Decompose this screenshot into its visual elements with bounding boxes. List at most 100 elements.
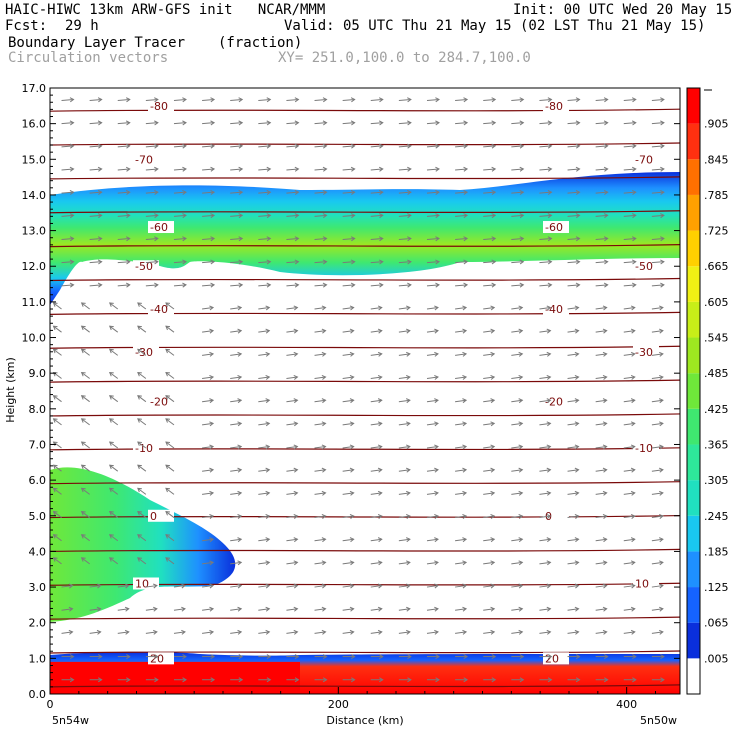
circulation-vector	[623, 122, 636, 125]
circulation-vector	[455, 561, 467, 565]
circulation-vector	[595, 608, 607, 611]
circulation-vector	[61, 191, 74, 194]
vector-head	[154, 213, 159, 219]
contour-line	[50, 311, 680, 315]
vector-head	[546, 351, 552, 357]
vector-head	[630, 374, 636, 380]
vector-head	[547, 259, 553, 265]
vector-head	[294, 282, 300, 288]
circulation-vector	[258, 98, 271, 101]
vector-head	[238, 213, 244, 219]
circulation-vector	[230, 561, 242, 565]
colorbar-label: .785	[704, 189, 729, 202]
vector-head	[209, 537, 215, 543]
circulation-vector	[89, 98, 102, 101]
colorbar-label: .305	[704, 474, 729, 487]
vector-head	[659, 537, 664, 543]
circulation-vector	[398, 284, 411, 287]
colorbar-swatch	[687, 587, 700, 623]
vector-head	[266, 166, 272, 172]
vector-head	[182, 236, 187, 242]
vector-head	[137, 395, 142, 400]
vector-head	[603, 143, 609, 149]
circulation-vector	[202, 330, 214, 333]
vector-head	[238, 97, 244, 103]
vector-head	[377, 374, 383, 380]
circulation-vector	[623, 561, 635, 565]
circulation-vector	[398, 238, 411, 240]
vector-head	[108, 510, 114, 516]
vector-head	[293, 537, 299, 543]
vector-head	[603, 282, 609, 288]
vector-head	[350, 189, 356, 195]
circulation-vector	[109, 557, 119, 565]
vector-head	[165, 510, 171, 516]
vector-head	[574, 444, 580, 450]
vector-head	[322, 236, 328, 242]
vector-head	[266, 97, 272, 103]
circulation-vector	[539, 492, 551, 495]
circulation-vector	[117, 585, 129, 588]
vector-head	[266, 143, 272, 149]
contour-line	[50, 108, 680, 112]
vector-head	[321, 583, 327, 589]
circulation-vector	[483, 631, 495, 634]
circulation-vector	[455, 191, 468, 194]
circulation-vector	[258, 538, 270, 542]
vector-head	[210, 97, 216, 103]
circulation-vector	[651, 492, 663, 495]
colorbar-label: .905	[704, 118, 729, 131]
circulation-vector	[109, 464, 119, 472]
vector-head	[491, 677, 497, 683]
vector-head	[265, 351, 271, 357]
colorbar: .005 .065 .125 .185 .245 .305 .365 .425 .485 .545…	[686, 87, 729, 695]
circulation-vector	[61, 631, 73, 634]
colorbar-swatch	[687, 444, 700, 481]
circulation-vector	[539, 330, 551, 333]
circulation-vector	[230, 422, 242, 426]
vector-head	[631, 166, 637, 172]
vector-head	[137, 418, 142, 423]
circulation-vector	[398, 330, 410, 333]
circulation-vector	[258, 191, 271, 194]
vector-head	[349, 629, 355, 635]
vector-head	[630, 560, 636, 566]
vector-head	[660, 97, 665, 103]
circulation-vector	[342, 284, 355, 287]
circulation-vector	[342, 353, 354, 356]
vector-head	[490, 629, 496, 635]
vector-head	[97, 236, 103, 242]
vector-head	[407, 654, 412, 660]
y-tick-label: 15.0	[22, 153, 47, 166]
vector-head	[547, 282, 553, 288]
vector-head	[350, 213, 356, 219]
vector-head	[434, 606, 439, 612]
vector-head	[209, 490, 215, 496]
circulation-vector	[595, 492, 607, 495]
vector-head	[378, 120, 384, 126]
circulation-vector	[567, 446, 579, 449]
vector-head	[435, 282, 440, 288]
vector-head	[660, 236, 665, 242]
vector-head	[108, 487, 114, 493]
circulation-vector	[483, 538, 495, 542]
vector-head	[237, 467, 243, 473]
circulation-vector	[623, 145, 636, 148]
vector-head	[237, 583, 243, 589]
circulation-vector	[623, 585, 635, 588]
vector-head	[96, 606, 102, 612]
circulation-vector	[623, 98, 636, 101]
vector-head	[349, 305, 355, 311]
vector-head	[659, 351, 664, 357]
circulation-vector	[258, 353, 270, 356]
circulation-vector	[202, 214, 215, 217]
vector-head	[462, 421, 468, 427]
circulation-vector	[595, 214, 608, 217]
vector-head	[52, 487, 58, 493]
circulation-vector	[81, 395, 90, 403]
circulation-vector	[202, 469, 214, 472]
vector-head	[435, 236, 440, 242]
contour-label-bg	[633, 153, 659, 166]
vector-head	[660, 677, 665, 683]
circulation-vector	[567, 561, 579, 565]
